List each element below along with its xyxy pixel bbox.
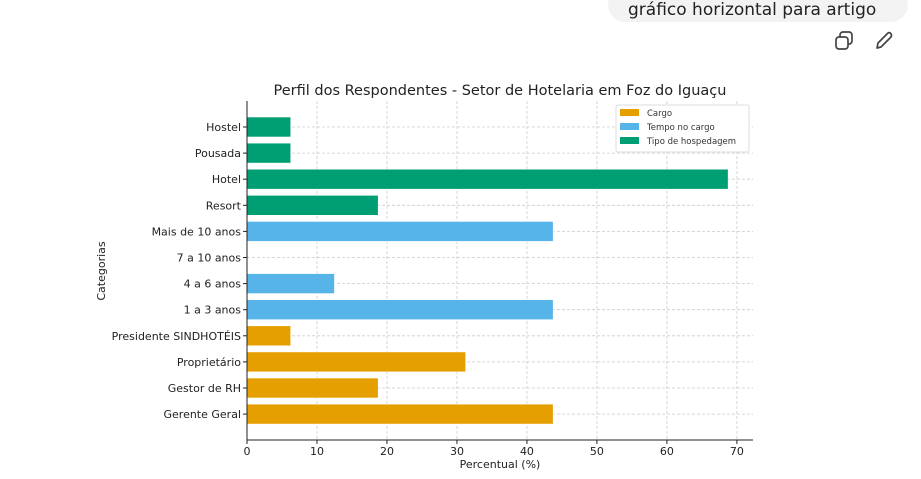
bar-4-a-6-anos <box>246 273 335 294</box>
x-tick-label: 40 <box>520 445 534 458</box>
y-tick-label: Gestor de RH <box>168 382 241 395</box>
legend-label: Cargo <box>647 109 672 119</box>
bar-1-a-3-anos <box>246 299 554 321</box>
y-tick-label: Proprietário <box>177 356 241 369</box>
chart-title: Perfil dos Respondentes - Setor de Hotel… <box>274 83 727 99</box>
x-tick-label: 30 <box>450 445 464 458</box>
x-tick-label: 70 <box>730 445 744 458</box>
y-tick-label: 4 a 6 anos <box>184 278 242 291</box>
x-tick-label: 10 <box>310 445 324 458</box>
legend-swatch <box>620 109 639 116</box>
legend-label: Tipo de hospedagem <box>646 137 736 147</box>
bar-proprietário <box>246 351 467 373</box>
bar-resort <box>246 195 379 216</box>
user-message-bubble: gráfico horizontal para artigo <box>608 0 908 22</box>
edit-icon[interactable] <box>873 30 895 52</box>
user-message-text: gráfico horizontal para artigo <box>628 0 877 20</box>
bar-gestor-de-rh <box>246 377 379 399</box>
y-tick-label: 1 a 3 anos <box>184 304 242 317</box>
y-tick-label: 7 a 10 anos <box>177 252 242 265</box>
x-tick-label: 20 <box>380 445 394 458</box>
legend-swatch <box>620 137 639 144</box>
y-tick-label: Hostel <box>206 121 241 134</box>
y-tick-label: Hotel <box>212 173 241 186</box>
bar-gerente-geral <box>246 403 554 425</box>
x-tick-label: 60 <box>660 445 674 458</box>
bar-pousada <box>246 142 292 164</box>
legend-swatch <box>620 123 639 130</box>
y-tick-label: Pousada <box>195 147 241 160</box>
legend-label: Tempo no cargo <box>646 123 715 133</box>
x-tick-label: 50 <box>590 445 604 458</box>
y-tick-label: Mais de 10 anos <box>152 225 242 238</box>
y-axis-label: Categorias <box>95 241 108 301</box>
bar-hotel <box>246 168 729 190</box>
bar-presidente-sindhotéis <box>246 325 292 347</box>
bar-mais-de-10-anos <box>246 221 554 242</box>
legend-box <box>615 104 750 153</box>
y-tick-label: Presidente SINDHOTÉIS <box>112 330 241 343</box>
bar-hostel <box>246 116 292 138</box>
copy-icon[interactable] <box>833 30 855 52</box>
x-axis-label: Percentual (%) <box>460 458 541 471</box>
y-tick-label: Resort <box>206 199 242 212</box>
x-tick-label: 0 <box>244 445 251 458</box>
y-tick-label: Gerente Geral <box>164 408 242 421</box>
